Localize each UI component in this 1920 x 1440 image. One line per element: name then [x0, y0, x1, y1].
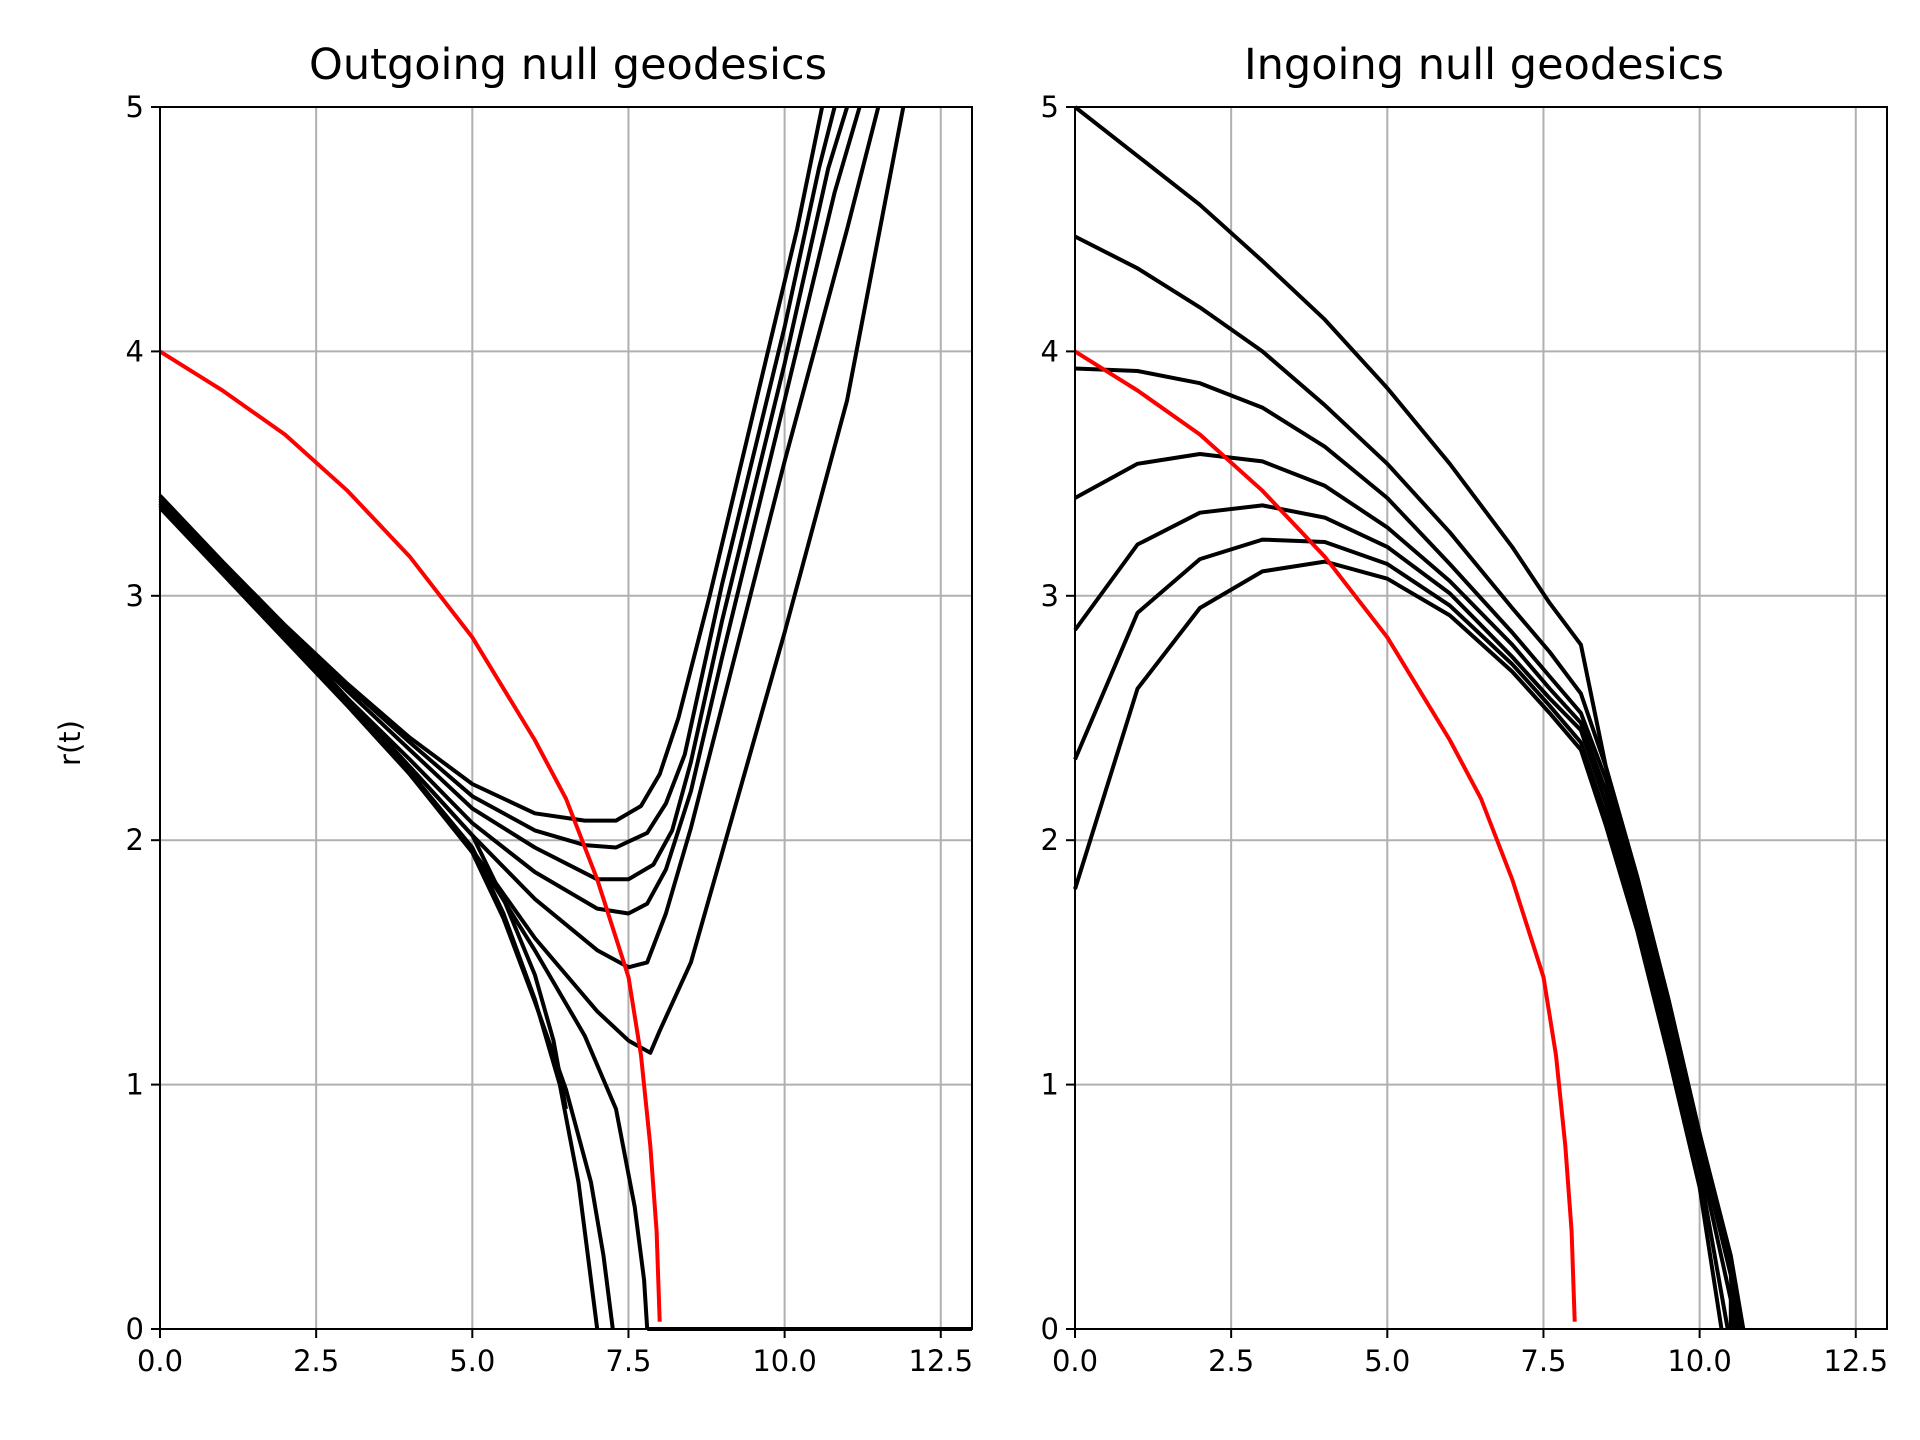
- ingoing-xtick-label: 5.0: [1364, 1344, 1410, 1378]
- outgoing-ticks: 0.0 2.5 5.0 7.5 10.0 12.5 0 1 2 3 4 5: [126, 90, 974, 1378]
- outgoing-ytick-label: 1: [126, 1068, 144, 1102]
- outgoing-boundary-line: [158, 349, 662, 1322]
- outgoing-plot: Outgoing null geodesics r(t) 0.0 2.5 5.0 7.…: [53, 40, 973, 1378]
- ingoing-xtick-label: 12.5: [1823, 1344, 1888, 1378]
- outgoing-plot-title: Outgoing null geodesics: [309, 40, 827, 90]
- ingoing-ytick-label: 1: [1041, 1068, 1059, 1102]
- outgoing-geodesic-8-line: [158, 106, 850, 882]
- ingoing-ingoing-6-line: [1073, 537, 1730, 1330]
- outgoing-plot-frame: [159, 106, 973, 1330]
- ingoing-ingoing-3-line: [1074, 366, 1740, 1330]
- outgoing-ytick-label: 3: [126, 579, 144, 613]
- ingoing-ingoing-4-line: [1074, 452, 1736, 1330]
- ingoing-ticks: 0.0 2.5 5.0 7.5 10.0 12.5 0 1 2 3 4 5: [1041, 90, 1889, 1378]
- outgoing-ytick-label: 5: [126, 90, 144, 124]
- outgoing-geodesic-10-line: [158, 106, 825, 823]
- ingoing-ytick-label: 2: [1041, 823, 1059, 857]
- ingoing-plot-frame: [1074, 106, 1888, 1330]
- outgoing-plot-ylabel: r(t): [53, 720, 87, 766]
- outgoing-geodesic-7-line: [158, 106, 862, 916]
- outgoing-ytick-label: 4: [126, 334, 144, 368]
- outgoing-xtick-label: 2.5: [293, 1344, 339, 1378]
- ingoing-plot-title: Ingoing null geodesics: [1244, 40, 1724, 90]
- ingoing-xtick-label: 10.0: [1667, 1344, 1732, 1378]
- ingoing-xtick-label: 0.0: [1052, 1344, 1098, 1378]
- ingoing-ytick-label: 5: [1041, 90, 1059, 124]
- outgoing-xtick-label: 5.0: [449, 1344, 495, 1378]
- ingoing-ingoing-7-line: [1073, 559, 1724, 1330]
- outgoing-xtick-label: 7.5: [605, 1344, 651, 1378]
- outgoing-ytick-label: 0: [126, 1312, 144, 1346]
- ingoing-ytick-label: 3: [1041, 579, 1059, 613]
- ingoing-series: [1073, 105, 1746, 1330]
- outgoing-xtick-label: 0.0: [137, 1344, 183, 1378]
- ingoing-ytick-label: 0: [1041, 1312, 1059, 1346]
- ingoing-ytick-label: 4: [1041, 334, 1059, 368]
- outgoing-xtick-label: 12.5: [908, 1344, 973, 1378]
- ingoing-xtick-label: 2.5: [1208, 1344, 1254, 1378]
- outgoing-ytick-label: 2: [126, 823, 144, 857]
- outgoing-geodesic-6-line: [158, 106, 881, 970]
- ingoing-boundary-line: [1073, 349, 1577, 1322]
- ingoing-ingoing-5-line: [1073, 503, 1733, 1329]
- ingoing-xtick-label: 7.5: [1520, 1344, 1566, 1378]
- ingoing-plot: Ingoing null geodesics 0.0 2.5 5.0 7.5 10.0 1…: [1041, 40, 1889, 1378]
- outgoing-xtick-label: 10.0: [752, 1344, 817, 1378]
